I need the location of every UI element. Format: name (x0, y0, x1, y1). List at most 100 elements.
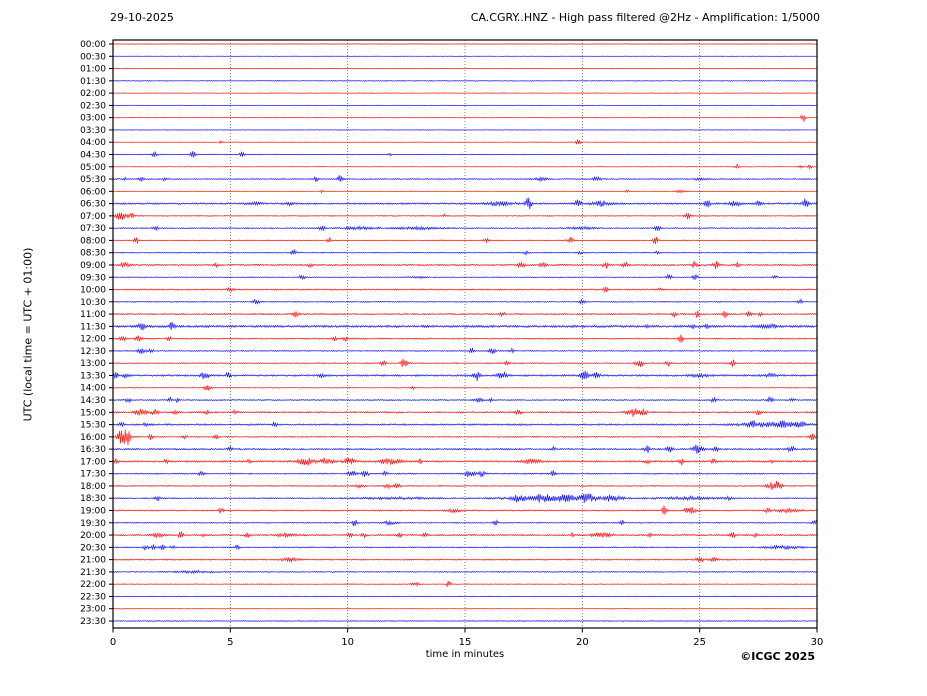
y-axis-label: 18:30 (80, 494, 106, 504)
trace-row-0430 (112, 151, 818, 158)
y-axis-label: 18:00 (80, 482, 106, 492)
y-axis-label: 15:30 (80, 421, 106, 431)
trace-row-0600 (112, 189, 818, 194)
trace-row-2300 (112, 607, 818, 610)
y-axis-label: 16:00 (80, 433, 106, 443)
trace-row-0300 (112, 114, 818, 122)
y-axis-label: 16:30 (80, 445, 106, 455)
y-axis-label: 14:30 (80, 396, 106, 406)
y-axis-label: 04:30 (80, 150, 106, 160)
y-axis-label: 10:00 (80, 286, 106, 296)
trace-row-0800 (112, 236, 818, 244)
x-axis-title: time in minutes (425, 649, 505, 660)
trace-row-0200 (112, 92, 818, 94)
y-axis-label: 08:00 (80, 236, 106, 246)
x-axis-label: 5 (227, 637, 233, 648)
trace-row-0130 (112, 79, 818, 82)
y-axis-label: 09:30 (80, 273, 106, 283)
y-axis-label: 21:00 (80, 556, 106, 566)
trace-row-2100 (112, 556, 818, 564)
trace-row-1300 (112, 358, 818, 368)
trace-row-1600 (112, 429, 818, 446)
y-axis-label: 22:00 (80, 580, 106, 590)
page-title: CA.CGRY..HNZ - High pass filtered @2Hz -… (470, 11, 820, 24)
y-axis-label: 13:00 (80, 359, 106, 369)
trace-row-1230 (112, 347, 818, 355)
y-axis-label: 20:00 (80, 531, 106, 541)
y-axis-label: 22:30 (80, 592, 106, 602)
y-axis-label: 07:30 (80, 224, 106, 234)
trace-row-1930 (112, 519, 818, 527)
y-axis-label: 10:30 (80, 298, 106, 308)
y-axis-label: 01:30 (80, 77, 106, 87)
y-axis-label: 12:00 (80, 335, 106, 345)
trace-row-1530 (112, 420, 818, 428)
y-axis-label: 19:00 (80, 507, 106, 517)
y-axis-label: 23:00 (80, 605, 106, 615)
y-axis-label: 06:00 (80, 187, 106, 197)
trace-row-0530 (112, 175, 818, 183)
date-label: 29-10-2025 (110, 11, 174, 24)
trace-row-1730 (112, 470, 818, 478)
y-axis-label: 11:00 (80, 310, 106, 320)
trace-row-0400 (112, 139, 818, 145)
x-axis-label: 0 (110, 637, 116, 648)
trace-row-1330 (112, 370, 818, 382)
y-axis-label: 03:00 (80, 114, 106, 124)
y-axis-label: 05:30 (80, 175, 106, 185)
y-axis-label: 20:30 (80, 543, 106, 553)
y-axis-label: 14:00 (80, 384, 106, 394)
trace-row-1830 (112, 493, 818, 504)
trace-row-0100 (112, 67, 818, 70)
y-axis-label: 05:00 (80, 163, 106, 173)
trace-row-0500 (112, 163, 818, 170)
trace-row-1500 (112, 408, 818, 417)
y-axis-label: 13:30 (80, 371, 106, 381)
trace-row-0030 (112, 55, 818, 58)
x-axis-label: 15 (459, 637, 472, 648)
trace-row-2000 (112, 531, 818, 539)
trace-row-1430 (112, 396, 818, 404)
trace-row-0330 (112, 129, 818, 131)
trace-row-0230 (112, 104, 818, 107)
x-axis-label: 10 (341, 637, 354, 648)
y-axis-label: 15:00 (80, 408, 106, 418)
y-axis-label: 00:30 (80, 52, 106, 62)
y-axis-label: 09:00 (80, 261, 106, 271)
x-axis-label: 25 (693, 637, 706, 648)
trace-row-2030 (112, 544, 818, 551)
y-axis-label: 02:30 (80, 101, 106, 111)
y-axis-label: 19:30 (80, 519, 106, 529)
y-axis-label: 02:00 (80, 89, 106, 99)
trace-row-1400 (112, 385, 818, 391)
trace-row-1000 (112, 286, 818, 293)
trace-row-1130 (112, 322, 818, 331)
y-axis-label: 03:30 (80, 126, 106, 136)
y-axis-label: 12:30 (80, 347, 106, 357)
trace-row-0700 (112, 212, 818, 220)
trace-row-2330 (112, 620, 818, 622)
trace-row-2200 (112, 580, 818, 588)
y-axis-label: 06:30 (80, 200, 106, 210)
trace-row-1100 (112, 310, 818, 319)
trace-row-0930 (112, 273, 818, 281)
y-axis-label: 04:00 (80, 138, 106, 148)
trace-row-0730 (112, 225, 818, 232)
y-axis-label: 23:30 (80, 617, 106, 627)
trace-row-1200 (112, 334, 818, 343)
y-axis-label: 00:00 (80, 40, 106, 50)
trace-row-1030 (112, 297, 818, 305)
trace-row-1630 (112, 444, 818, 454)
y-axis-label: 11:30 (80, 322, 106, 332)
trace-row-2130 (112, 569, 818, 575)
y-axis-label: 01:00 (80, 65, 106, 75)
x-axis-label: 30 (811, 637, 824, 648)
trace-row-0900 (112, 261, 818, 269)
trace-row-1900 (112, 505, 818, 515)
y-axis-label: 17:00 (80, 457, 106, 467)
trace-row-1800 (112, 480, 818, 491)
copyright-label: ©ICGC 2025 (740, 650, 815, 663)
trace-row-0830 (112, 249, 818, 256)
